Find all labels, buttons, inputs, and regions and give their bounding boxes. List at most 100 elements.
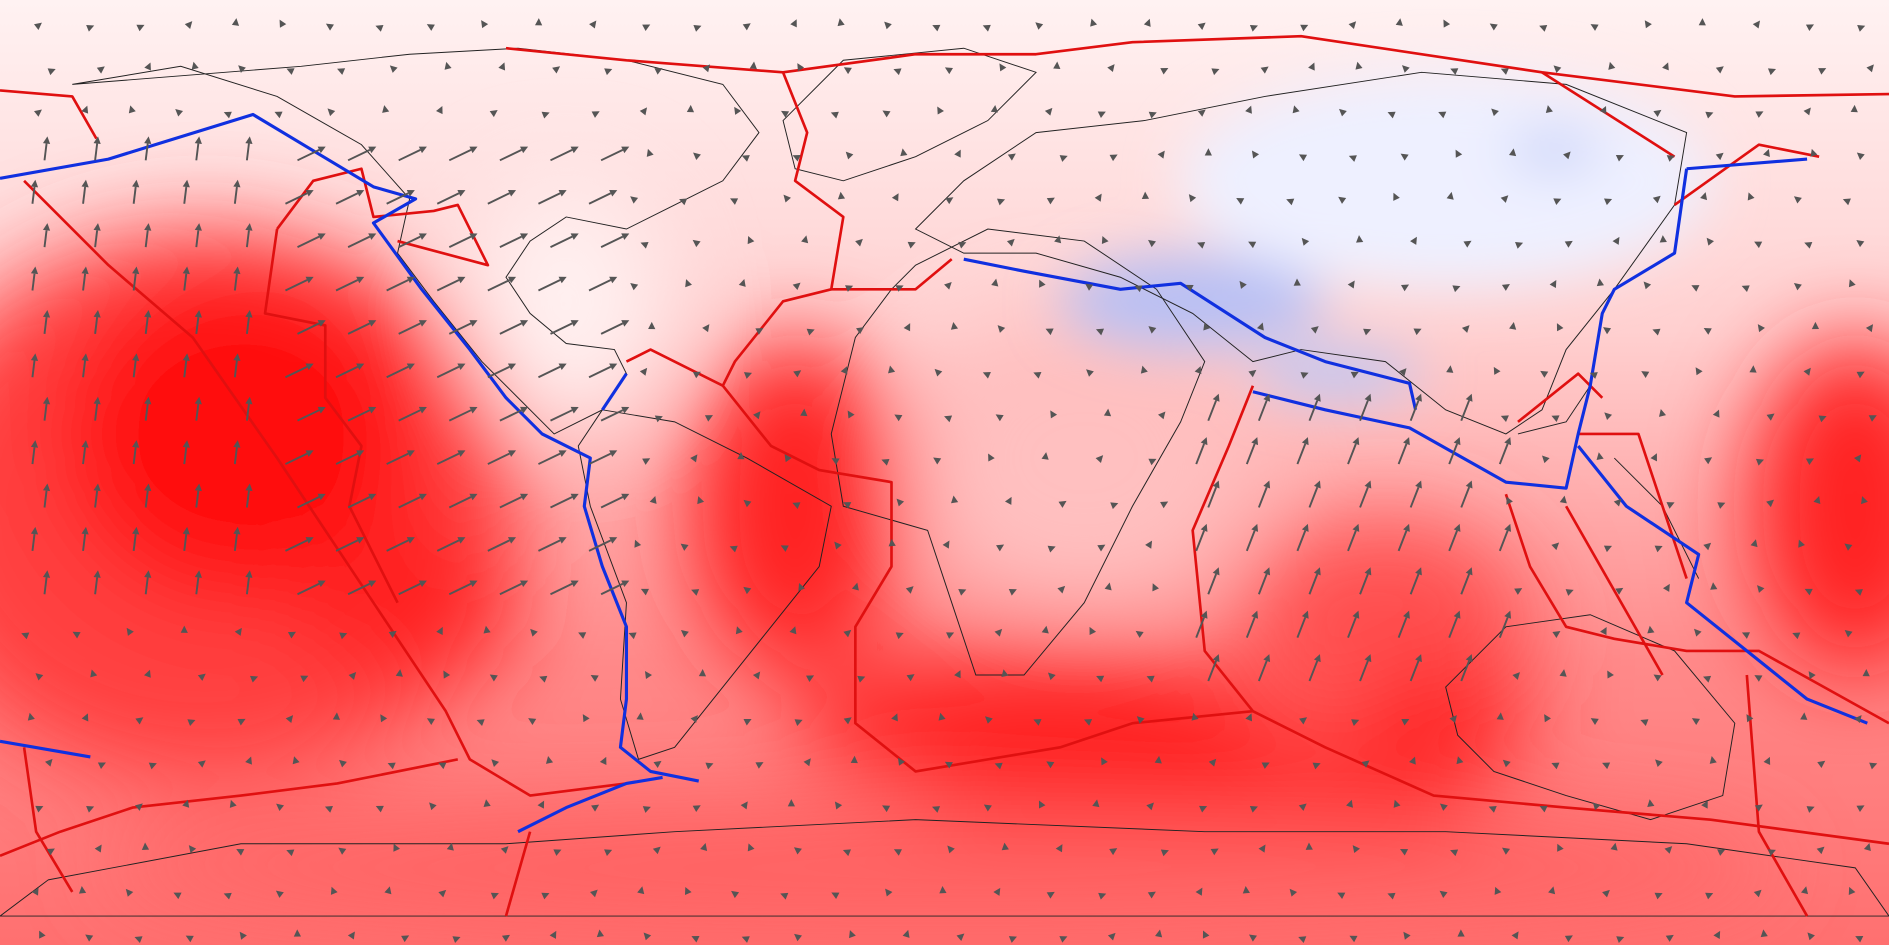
arrow-head (997, 325, 1006, 333)
arrow-head (1194, 366, 1202, 375)
arrow-head (558, 537, 567, 544)
arrow-head (570, 146, 579, 154)
arrow-head (1251, 610, 1259, 619)
arrow-head (1212, 567, 1220, 576)
arrow-head (552, 66, 561, 74)
arrow-head (1449, 715, 1457, 724)
arrow-shaft (335, 192, 359, 205)
arrow-head (781, 110, 790, 118)
arrow-head (1006, 238, 1015, 247)
arrow-head (93, 309, 101, 318)
arrow-head (72, 631, 81, 639)
arrow-head (1855, 936, 1864, 943)
arrow-head (1212, 393, 1220, 402)
arrow-head (902, 929, 910, 938)
arrow-head (132, 440, 140, 448)
arrow-head (388, 630, 397, 638)
arrow-head (238, 65, 246, 73)
arrow-shaft (43, 143, 48, 161)
arrow-head (1401, 65, 1410, 73)
arrow-head (1298, 936, 1307, 943)
arrow-head (1313, 393, 1321, 402)
arrow-head (1755, 111, 1764, 118)
arrow-head (749, 61, 757, 70)
arrow-shaft (436, 365, 460, 379)
arrow-head (42, 483, 51, 492)
arrow-head (144, 62, 151, 71)
arrow-shaft (31, 273, 36, 291)
arrow-head (233, 179, 241, 188)
arrow-shaft (31, 186, 36, 204)
arrow-shaft (487, 452, 510, 465)
arrow-head (93, 483, 101, 492)
arrow-head (1465, 480, 1473, 489)
arrow-head (640, 241, 649, 249)
arrow-shaft (1498, 530, 1509, 552)
velocity-field (0, 180, 1889, 929)
arrow-head (794, 719, 803, 726)
arrow-head (743, 718, 752, 726)
arrow-head (489, 674, 498, 682)
arrow-head (1199, 805, 1208, 813)
arrow-head (393, 843, 400, 852)
arrow-head (934, 368, 943, 377)
arrow-head (932, 24, 941, 32)
arrow-shaft (82, 273, 87, 291)
arrow-head (81, 105, 89, 114)
arrow-head (1054, 235, 1062, 244)
arrow-shaft (398, 496, 421, 509)
arrow-head (1033, 372, 1042, 379)
arrow-head (1155, 929, 1163, 938)
arrow-head (490, 892, 499, 900)
arrow-shaft (1460, 573, 1471, 595)
arrow-head (1154, 755, 1162, 764)
arrow-shaft (1347, 443, 1357, 465)
arrow-head (1599, 105, 1607, 115)
arrow-shaft (297, 496, 320, 509)
arrow-head (348, 672, 357, 680)
arrow-head (135, 717, 144, 725)
arrow-head (30, 440, 39, 448)
arrow-head (1008, 936, 1017, 943)
arrow-head (1337, 892, 1346, 900)
arrow-head (1793, 283, 1802, 291)
arrow-shaft (1257, 400, 1268, 422)
arrow-head (1650, 453, 1657, 462)
arrow-head (287, 631, 296, 639)
arrow-head (275, 890, 284, 898)
arrow-shaft (335, 365, 359, 379)
arrow-head (187, 719, 196, 726)
arrow-head (1084, 719, 1093, 726)
arrow-head (1553, 65, 1562, 73)
arrow-shaft (448, 496, 472, 509)
arrow-head (483, 625, 491, 634)
arrow-head (937, 106, 944, 115)
arrow-head (1109, 848, 1118, 856)
arrow-head (1508, 148, 1517, 157)
arrow-shaft (285, 539, 308, 552)
arrow-head (1504, 437, 1512, 446)
arrow-shaft (195, 143, 200, 161)
arrow-head (1095, 328, 1105, 336)
arrow-shaft (347, 409, 371, 422)
arrow-shaft (82, 447, 87, 465)
arrow-head (236, 849, 245, 856)
arrow-shaft (1207, 573, 1218, 595)
arrow-shaft (448, 409, 472, 422)
arrow-head (1662, 62, 1669, 71)
arrow-head (42, 136, 51, 144)
arrow-shaft (195, 403, 200, 421)
arrow-head (1200, 610, 1208, 619)
arrow-shaft (1359, 573, 1369, 595)
arrow-head (46, 848, 55, 856)
arrow-head (842, 849, 851, 857)
arrow-head (1047, 545, 1056, 553)
arrow-shaft (335, 452, 359, 465)
arrow-shaft (31, 533, 36, 551)
arrow-shaft (1257, 660, 1268, 682)
arrow-head (578, 632, 587, 639)
arrow-head (1339, 108, 1347, 117)
arrow-head (197, 673, 206, 681)
arrow-head (293, 929, 302, 937)
arrow-head (1364, 654, 1372, 663)
